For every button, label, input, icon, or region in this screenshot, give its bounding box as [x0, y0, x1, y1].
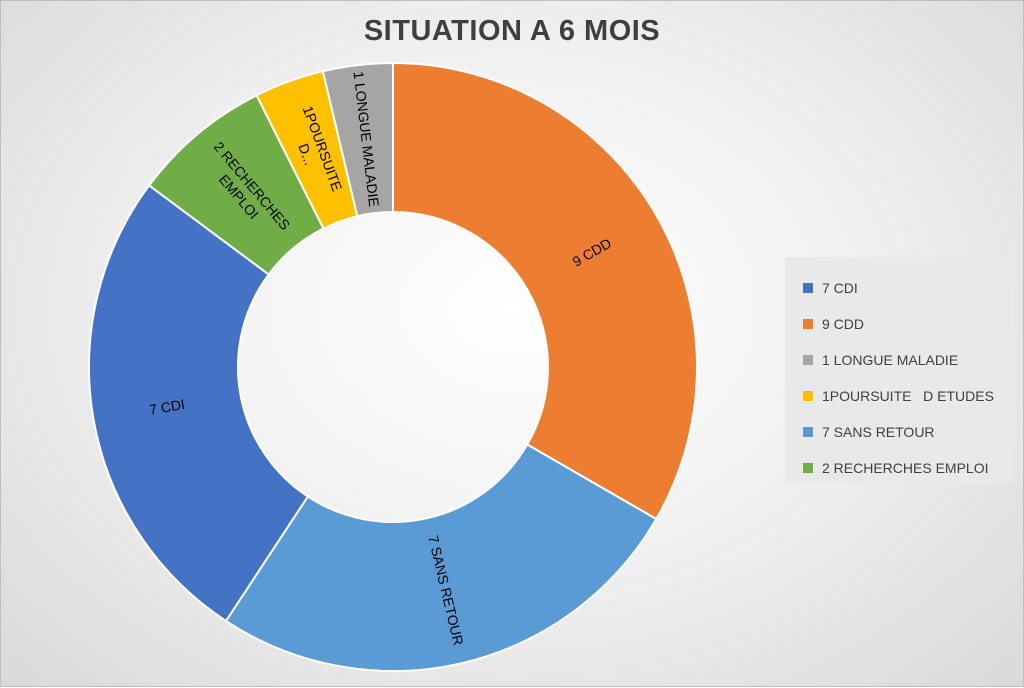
- legend-swatch: [803, 391, 813, 401]
- legend-swatch: [803, 355, 813, 365]
- legend-swatch: [803, 427, 813, 437]
- data-label: 7 CDI: [148, 396, 186, 418]
- legend-item: 1 LONGUE MALADIE: [803, 342, 1015, 378]
- donut-slice: [321, 61, 394, 218]
- legend-label: 7 CDI: [822, 280, 858, 296]
- legend: 7 CDI 9 CDD 1 LONGUE MALADIE 1POURSUITE …: [785, 257, 1015, 483]
- donut-slice: [88, 184, 310, 623]
- legend-item: 1POURSUITE D ETUDES: [803, 378, 1015, 414]
- legend-label: 2 RECHERCHES EMPLOI: [822, 460, 989, 476]
- donut-slice: [392, 61, 698, 521]
- legend-label: 9 CDD: [822, 316, 865, 332]
- legend-swatch: [803, 319, 813, 329]
- legend-label: 1 LONGUE MALADIE: [822, 352, 959, 368]
- legend-item: 7 SANS RETOUR: [803, 414, 1015, 450]
- legend-swatch: [803, 283, 813, 293]
- legend-item: 2 RECHERCHES EMPLOI: [803, 450, 1015, 486]
- legend-label: 1POURSUITE D ETUDES: [822, 388, 994, 404]
- legend-swatch: [803, 463, 813, 473]
- chart-title: SITUATION A 6 MOIS: [363, 15, 661, 47]
- legend-label: 7 SANS RETOUR: [822, 424, 935, 440]
- donut-slice: [224, 443, 658, 672]
- legend-item: 7 CDI: [803, 270, 1015, 306]
- legend-item: 9 CDD: [803, 306, 1015, 342]
